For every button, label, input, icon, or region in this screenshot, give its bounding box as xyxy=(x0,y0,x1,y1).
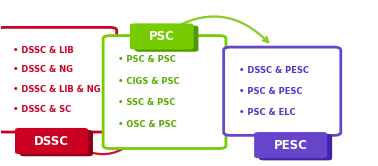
Text: PESC: PESC xyxy=(274,139,308,152)
Text: • DSSC & LIB & NG: • DSSC & LIB & NG xyxy=(13,85,101,94)
Text: PSC: PSC xyxy=(149,30,175,43)
Text: • PSC & PSC: • PSC & PSC xyxy=(118,55,176,64)
FancyBboxPatch shape xyxy=(0,27,117,132)
FancyArrowPatch shape xyxy=(61,132,142,154)
Text: • DSSC & SC: • DSSC & SC xyxy=(13,105,71,114)
Text: • DSSC & PESC: • DSSC & PESC xyxy=(239,66,309,75)
FancyBboxPatch shape xyxy=(254,132,327,158)
FancyBboxPatch shape xyxy=(20,130,93,156)
Text: • PSC & PESC: • PSC & PESC xyxy=(239,87,302,96)
Text: • SSC & PSC: • SSC & PSC xyxy=(118,98,175,107)
FancyBboxPatch shape xyxy=(130,23,194,50)
Text: • PSC & ELC: • PSC & ELC xyxy=(239,108,295,117)
FancyBboxPatch shape xyxy=(259,134,332,160)
FancyArrowPatch shape xyxy=(167,16,268,42)
FancyBboxPatch shape xyxy=(224,47,341,135)
Text: • DSSC & LIB: • DSSC & LIB xyxy=(13,46,73,55)
FancyBboxPatch shape xyxy=(15,128,88,154)
Text: • DSSC & NG: • DSSC & NG xyxy=(13,65,73,74)
FancyBboxPatch shape xyxy=(135,26,198,52)
Text: • CIGS & PSC: • CIGS & PSC xyxy=(118,77,180,86)
FancyBboxPatch shape xyxy=(103,36,226,149)
Text: DSSC: DSSC xyxy=(34,134,69,148)
Text: • OSC & PSC: • OSC & PSC xyxy=(118,120,177,129)
